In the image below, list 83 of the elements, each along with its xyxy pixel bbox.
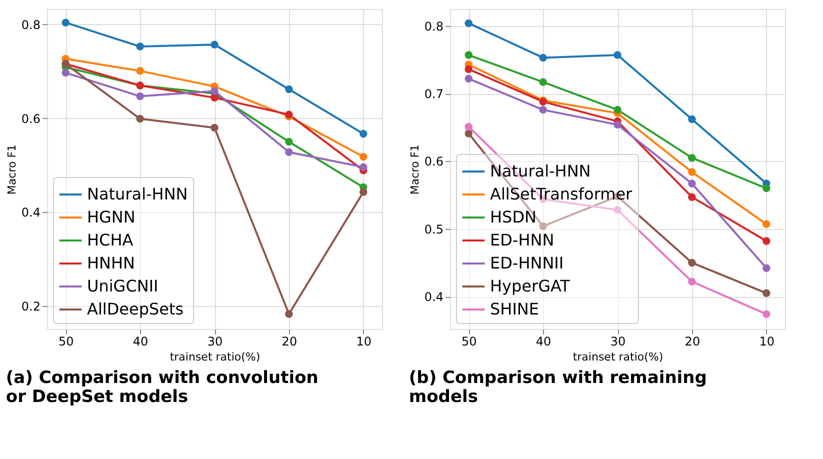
x-axis-title: trainset ratio(%) xyxy=(170,350,260,364)
point xyxy=(464,19,472,28)
point xyxy=(688,180,696,188)
point xyxy=(688,115,696,124)
point xyxy=(285,85,293,94)
point xyxy=(210,124,218,132)
x-tick-label: 30 xyxy=(207,334,223,348)
x-tick-label: 10 xyxy=(759,334,775,348)
point xyxy=(614,106,622,114)
point xyxy=(62,68,70,77)
y-tick-label: 0.8 xyxy=(21,18,40,32)
legend-label: ED-HNN xyxy=(490,230,554,250)
point xyxy=(539,78,547,86)
text: (b) Comparison with remaining models xyxy=(408,368,707,407)
y-tick-label: 0.8 xyxy=(424,19,444,34)
point xyxy=(539,106,547,114)
point xyxy=(688,258,696,267)
point xyxy=(762,184,770,192)
point xyxy=(762,289,770,298)
y-tick-label: 0.6 xyxy=(21,112,40,126)
point xyxy=(688,154,696,162)
x-tick-label: 20 xyxy=(684,334,700,348)
point xyxy=(136,42,144,50)
y-axis-title: Macro F1 xyxy=(5,144,18,195)
point xyxy=(285,138,293,146)
point xyxy=(360,152,368,161)
x-tick-label: 50 xyxy=(58,334,74,348)
y-tick-label: 0.6 xyxy=(424,154,444,169)
text: (a) Comparison with convolution or DeepSet models xyxy=(6,368,318,407)
point xyxy=(762,264,770,272)
legend-label: Natural-HNN xyxy=(87,184,188,204)
legend-label: ED-HNNII xyxy=(490,254,564,272)
point xyxy=(464,51,472,59)
point xyxy=(688,168,696,176)
point xyxy=(464,122,472,131)
y-tick-label: 0.2 xyxy=(21,300,40,314)
point xyxy=(464,130,472,138)
point xyxy=(762,237,770,245)
x-tick-label: 20 xyxy=(282,334,298,348)
point xyxy=(539,222,547,230)
point xyxy=(136,67,144,75)
point xyxy=(360,163,368,171)
point xyxy=(136,92,144,100)
point xyxy=(136,114,144,123)
point xyxy=(539,54,547,62)
legend-label: HyperGAT xyxy=(490,276,570,296)
y-tick-label: 0.7 xyxy=(424,87,444,102)
legend-label: HCHA xyxy=(87,230,134,250)
y-axis-title: Macro F1 xyxy=(408,144,422,195)
legend-label: AllDeepSets xyxy=(87,300,184,318)
point xyxy=(285,148,293,156)
x-axis-title: trainset ratio(%) xyxy=(572,350,664,364)
y-tick-label: 0.5 xyxy=(424,222,444,236)
x-tick-label: 40 xyxy=(536,334,552,348)
point xyxy=(464,74,472,83)
y-tick-label: 0.4 xyxy=(424,290,444,304)
point xyxy=(762,310,770,318)
point xyxy=(762,220,770,228)
point xyxy=(688,193,696,201)
y-tick-label: 0.4 xyxy=(21,206,40,220)
point xyxy=(688,278,696,286)
legend-label: HNHN xyxy=(87,254,135,272)
legend-label: Natural-HNN xyxy=(490,162,591,180)
point xyxy=(614,206,622,214)
legend-label: UniGCNII xyxy=(87,276,158,296)
point xyxy=(210,87,218,95)
point xyxy=(360,188,368,196)
legend-label: HSDN xyxy=(490,208,536,226)
legend-label: AllSetTransformer xyxy=(490,184,633,204)
x-tick-label: 30 xyxy=(610,334,626,348)
legend-label: HGNN xyxy=(87,208,136,226)
point xyxy=(464,65,472,74)
x-tick-label: 50 xyxy=(461,334,477,348)
point xyxy=(210,40,218,49)
point xyxy=(360,130,368,138)
point xyxy=(210,94,218,102)
x-tick-label: 10 xyxy=(356,334,372,348)
legend-label: SHINE xyxy=(490,300,539,318)
point xyxy=(614,120,622,129)
point xyxy=(285,310,293,318)
point xyxy=(614,51,622,59)
point xyxy=(62,18,70,26)
x-tick-label: 40 xyxy=(132,334,148,348)
